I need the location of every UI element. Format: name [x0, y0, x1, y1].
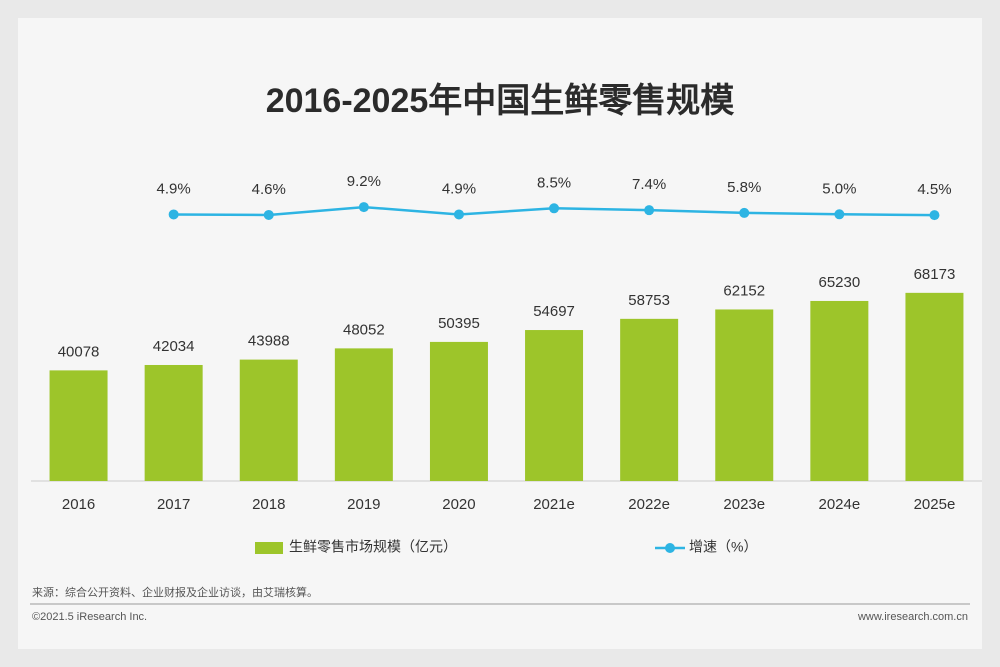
copyright: ©2021.5 iResearch Inc.	[32, 611, 147, 623]
bar	[620, 318, 679, 481]
value-label: 50395	[438, 315, 480, 332]
line-point	[358, 202, 369, 213]
bar	[334, 348, 393, 481]
value-label: 8.5%	[537, 174, 571, 191]
line-point	[739, 207, 750, 218]
x-tick-label: 2017	[157, 496, 190, 513]
line-point	[453, 209, 464, 220]
line-point	[929, 210, 940, 221]
value-label: 58753	[628, 292, 670, 309]
bar	[144, 364, 203, 481]
line-point	[644, 205, 655, 216]
x-tick-label: 2016	[62, 496, 95, 513]
value-label: 4.5%	[917, 181, 951, 198]
value-label: 4.9%	[442, 180, 476, 197]
chart-title: 2016-2025年中国生鲜零售规模	[266, 82, 735, 120]
value-label: 7.4%	[632, 176, 666, 193]
bar	[905, 292, 964, 481]
value-label: 5.8%	[727, 179, 761, 196]
value-label: 9.2%	[347, 173, 381, 190]
line-point	[834, 209, 845, 220]
x-tick-label: 2020	[442, 496, 475, 513]
bar	[715, 309, 774, 481]
x-tick-label: 2023e	[723, 496, 765, 513]
value-label: 48052	[343, 321, 385, 338]
legend-swatch	[255, 542, 283, 554]
url: www.iresearch.com.cn	[857, 611, 968, 623]
legend-swatch	[665, 543, 675, 553]
line-point	[168, 209, 179, 220]
bar	[429, 341, 488, 481]
line-point	[549, 203, 560, 214]
x-tick-label: 2024e	[818, 496, 860, 513]
x-tick-label: 2022e	[628, 496, 670, 513]
source: 来源：综合公开资料、企业财报及企业访谈，由艾瑞核算。	[32, 585, 318, 599]
value-label: 43988	[248, 333, 290, 350]
value-label: 40078	[58, 343, 100, 360]
bar	[525, 330, 584, 481]
value-label: 54697	[533, 303, 575, 320]
legend-label: 生鲜零售市场规模（亿元）	[289, 539, 457, 555]
bar	[810, 300, 869, 481]
value-label: 5.0%	[822, 180, 856, 197]
value-label: 4.6%	[252, 181, 286, 198]
x-tick-label: 2018	[252, 496, 285, 513]
line-point	[263, 209, 274, 220]
x-tick-label: 2019	[347, 496, 380, 513]
x-tick-label: 2021e	[533, 496, 575, 513]
bar	[49, 370, 108, 481]
value-label: 42034	[153, 338, 195, 355]
bar	[239, 359, 298, 481]
legend-label: 增速（%）	[689, 539, 757, 555]
value-label: 62152	[723, 282, 765, 299]
value-label: 4.9%	[157, 180, 191, 197]
x-tick-label: 2025e	[914, 496, 956, 513]
value-label: 65230	[818, 274, 860, 291]
value-label: 68173	[914, 266, 956, 283]
